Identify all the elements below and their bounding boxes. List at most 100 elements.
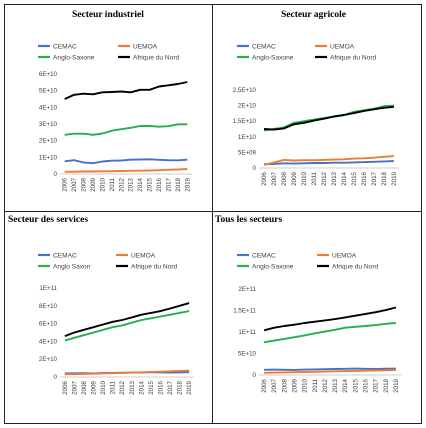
- x-tick-label: 2010: [100, 380, 107, 394]
- chart-svg: CEMAC UEMOA Anglo Saxon Afrique du Nord 0 2E+…: [38, 252, 194, 395]
- x-tick-label: 2017: [373, 378, 380, 392]
- x-tick-label: 2016: [156, 177, 163, 191]
- chart-secteur-agricole: Secteur agricole CEMAC UEMOA Anglo-Saxone A…: [215, 8, 415, 208]
- x-tick-label: 2007: [71, 380, 78, 394]
- x-tick-label: 2014: [137, 177, 144, 191]
- y-tick-label: 1E+10: [39, 154, 58, 161]
- x-tick-label: 2007: [71, 177, 78, 191]
- x-tick-label: 2018: [177, 380, 184, 394]
- x-tick-label: 2010: [302, 378, 309, 392]
- x-tick-label: 2017: [167, 380, 174, 394]
- x-tick-label: 2006: [261, 378, 268, 392]
- x-tick-label: 2016: [363, 378, 370, 392]
- chart-title: Tous les secteurs: [215, 215, 283, 225]
- x-tick-label: 2011: [109, 177, 116, 191]
- x-tick-label: 2014: [341, 171, 348, 185]
- x-tick-label: 2010: [301, 171, 308, 185]
- chart-svg: CEMAC UEMOA Anglo-Saxone Afrique du Nord 0 5E…: [233, 252, 401, 393]
- chart-svg: CEMAC UEMOA Anglo-Saxone Afrique du Nord 0 1E…: [38, 43, 192, 192]
- x-tick-label: 2014: [342, 378, 349, 392]
- x-tick-label: 2012: [118, 177, 125, 191]
- chart-secteur-industriel: Secteur industriel CEMAC UEMOA Anglo-Saxon…: [8, 8, 208, 208]
- y-tick-label: 1,5E+10: [233, 118, 257, 125]
- y-tick-label: 5E+10: [39, 88, 58, 95]
- series-line: [263, 105, 395, 131]
- legend-label: UEMOA: [332, 252, 357, 259]
- legend-label: CEMAC: [53, 43, 77, 50]
- panel-divider-vertical: [212, 5, 213, 423]
- legend-label: Anglo-Saxone: [252, 263, 294, 270]
- x-tick-label: 2019: [393, 378, 400, 392]
- y-tick-label: 5E+09: [238, 149, 257, 156]
- y-tick-label: 2E+11: [238, 286, 256, 293]
- x-tick-label: 2013: [332, 378, 339, 392]
- y-tick-label: 2E+10: [39, 356, 58, 363]
- series-line: [64, 81, 188, 100]
- y-tick-label: 8E+10: [39, 303, 58, 310]
- chart-secteur-des-services: Secteur des services CEMAC UEMOA Anglo Sax…: [8, 213, 208, 413]
- x-tick-label: 2009: [91, 380, 98, 394]
- x-tick-label: 2018: [383, 378, 390, 392]
- series-line: [64, 158, 188, 165]
- x-tick-label: 2016: [158, 380, 165, 394]
- legend-label: CEMAC: [252, 43, 276, 50]
- x-tick-label: 2015: [148, 380, 155, 394]
- chart-tous-les-secteurs: Tous les secteurs CEMAC UEMOA Anglo-Saxone…: [215, 213, 415, 413]
- series-line: [264, 367, 396, 371]
- legend-label: UEMOA: [133, 43, 158, 50]
- series-line: [263, 160, 395, 166]
- series-line: [64, 123, 188, 136]
- y-tick-label: 4E+10: [39, 104, 58, 111]
- series-line: [64, 168, 188, 173]
- x-tick-label: 2017: [165, 177, 172, 191]
- x-tick-label: 2013: [331, 171, 338, 185]
- y-tick-label: 2E+10: [238, 103, 257, 110]
- x-tick-label: 2009: [90, 177, 97, 191]
- legend-label: UEMOA: [330, 43, 355, 50]
- y-tick-label: 6E+10: [39, 321, 58, 328]
- x-tick-label: 2012: [322, 378, 329, 392]
- series-line: [264, 369, 396, 374]
- x-tick-label: 2006: [62, 380, 69, 394]
- y-tick-label: 1E+10: [238, 134, 257, 141]
- chart-title: Secteur des services: [8, 215, 89, 225]
- x-tick-label: 2019: [186, 380, 193, 394]
- chart-title: Secteur industriel: [72, 10, 144, 20]
- x-tick-label: 2011: [311, 171, 318, 185]
- legend-label: Afrique du Nord: [332, 263, 379, 270]
- x-tick-label: 2011: [110, 380, 117, 394]
- x-tick-label: 2013: [128, 177, 135, 191]
- legend-label: Afrique du Nord: [131, 263, 178, 270]
- y-tick-label: 0: [253, 372, 257, 379]
- y-tick-label: 2E+10: [39, 138, 58, 145]
- x-tick-label: 2009: [292, 378, 299, 392]
- legend-label: CEMAC: [53, 252, 77, 259]
- x-tick-label: 2014: [138, 380, 145, 394]
- x-tick-label: 2012: [321, 171, 328, 185]
- y-tick-label: 4E+10: [39, 338, 58, 345]
- series-line: [64, 310, 190, 342]
- y-tick-label: 0: [54, 171, 58, 178]
- x-tick-label: 2008: [81, 380, 88, 394]
- x-tick-label: 2008: [281, 171, 288, 185]
- y-tick-label: 5E+10: [238, 351, 257, 358]
- x-tick-label: 2008: [81, 177, 88, 191]
- legend-label: UEMOA: [131, 252, 156, 259]
- x-tick-label: 2019: [391, 171, 398, 185]
- legend-label: CEMAC: [252, 252, 276, 259]
- x-tick-label: 2007: [271, 378, 278, 392]
- series-line: [64, 302, 190, 337]
- x-tick-label: 2015: [147, 177, 154, 191]
- x-tick-label: 2019: [184, 177, 191, 191]
- x-tick-label: 2006: [62, 177, 69, 191]
- x-tick-label: 2008: [281, 378, 288, 392]
- y-tick-label: 3E+10: [39, 121, 58, 128]
- series-line: [263, 306, 397, 332]
- series-line: [263, 322, 396, 344]
- y-tick-label: 2,5E+10: [233, 87, 257, 94]
- x-tick-label: 2010: [99, 177, 106, 191]
- figure-frame: [4, 4, 422, 424]
- legend-label: Anglo-Saxone: [53, 54, 95, 61]
- x-tick-label: 2007: [271, 171, 278, 185]
- y-tick-label: 0: [54, 374, 58, 381]
